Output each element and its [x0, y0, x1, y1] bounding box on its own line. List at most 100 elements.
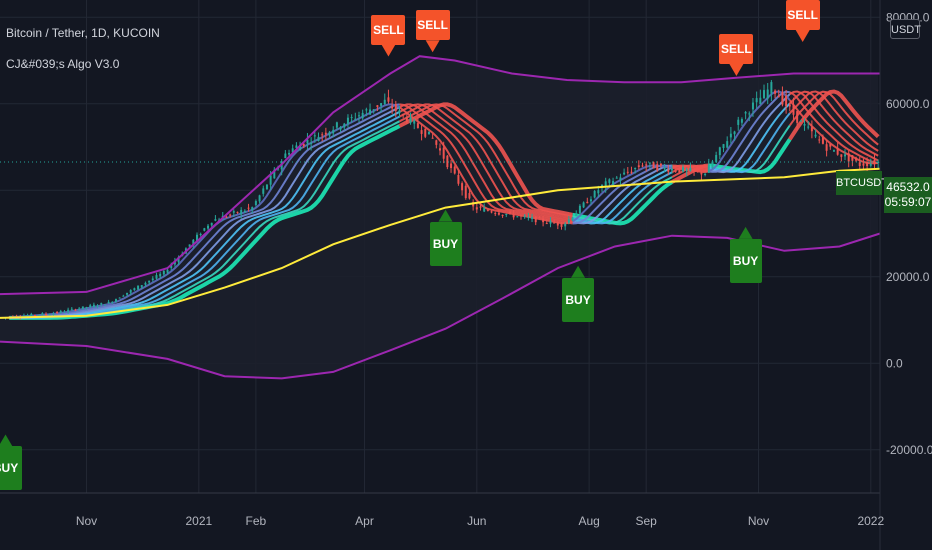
- ribbon-strand: [399, 103, 573, 220]
- candle-body: [862, 163, 865, 166]
- candle-body: [144, 282, 147, 285]
- candle-body: [45, 313, 48, 315]
- candle-body: [744, 112, 747, 114]
- candle-body: [483, 208, 486, 212]
- ribbon-strand: [572, 164, 673, 225]
- sell-arrow: [729, 64, 744, 77]
- candle-body: [733, 131, 736, 135]
- buy-arrow: [738, 226, 753, 239]
- ribbon-strand: [9, 103, 400, 319]
- candle-body: [56, 312, 59, 314]
- candle-body: [424, 128, 427, 137]
- ribbon-strand: [399, 103, 573, 218]
- candle-body: [634, 168, 637, 170]
- candle-body: [799, 120, 802, 122]
- candle-body: [273, 169, 276, 179]
- candle-body: [439, 148, 441, 151]
- candle-body: [346, 117, 349, 124]
- candle-body: [497, 212, 500, 215]
- candle-body: [310, 143, 313, 145]
- candle-body: [461, 183, 464, 191]
- candle-body: [770, 82, 773, 94]
- candle-body: [265, 184, 268, 190]
- candle-body: [545, 223, 548, 225]
- candle-body: [321, 134, 324, 136]
- candle-body: [682, 167, 685, 172]
- candle-body: [247, 207, 250, 209]
- candle-body: [792, 105, 795, 115]
- currency-unit-button[interactable]: USDT: [890, 19, 921, 39]
- candle-body: [313, 135, 316, 137]
- candle-body: [52, 313, 55, 315]
- candle-body: [759, 97, 762, 105]
- candle-body: [159, 273, 162, 277]
- candle-body: [431, 137, 434, 139]
- ribbon-strand: [572, 166, 673, 225]
- candle-body: [376, 105, 379, 107]
- candle-body: [832, 150, 835, 152]
- candle-body: [818, 139, 821, 141]
- candle-body: [501, 214, 504, 216]
- candle-body: [612, 181, 615, 186]
- candle-body: [777, 95, 780, 98]
- candle-body: [232, 211, 235, 213]
- ribbon-strand: [399, 103, 573, 225]
- candle-body: [781, 92, 784, 105]
- candle-body: [111, 301, 114, 303]
- candle-body: [372, 109, 375, 111]
- candle-body: [615, 177, 618, 179]
- candle-body: [405, 116, 408, 123]
- candle-body: [715, 155, 718, 162]
- candle-body: [100, 303, 103, 305]
- candle-body: [85, 307, 88, 309]
- x-tick-label: Jun: [467, 514, 486, 528]
- candle-body: [707, 164, 710, 173]
- candle-body: [549, 220, 552, 224]
- candle-body: [877, 161, 880, 163]
- candle-body: [623, 172, 626, 175]
- candle-body: [26, 315, 29, 317]
- candle-body: [814, 134, 817, 137]
- candle-body: [578, 205, 581, 214]
- candle-body: [210, 222, 213, 226]
- candle-body: [166, 269, 169, 273]
- candle-body: [295, 145, 298, 148]
- sell-signal: SELL: [371, 14, 406, 45]
- candle-body: [262, 188, 265, 194]
- buy-signal: BUY: [429, 221, 462, 266]
- ribbon-strand: [9, 103, 400, 319]
- candle-body: [89, 305, 92, 308]
- candle-body: [214, 219, 217, 221]
- candle-body: [597, 190, 600, 194]
- candle-body: [236, 211, 239, 213]
- candle-body: [118, 297, 121, 299]
- x-tick-label: Nov: [748, 514, 769, 528]
- candle-body: [593, 190, 596, 198]
- candle-body: [523, 215, 526, 217]
- candle-body: [343, 123, 346, 128]
- candle-body: [810, 127, 813, 132]
- ribbon-strand: [708, 102, 791, 173]
- x-tick-label: Feb: [246, 514, 267, 528]
- candle-body: [766, 89, 769, 99]
- sell-arrow: [381, 44, 396, 57]
- ribbon-strand: [708, 138, 792, 175]
- last-price-value: 46532.0: [886, 180, 930, 194]
- candle-body: [674, 170, 677, 172]
- candle-body: [825, 144, 828, 151]
- candle-body: [490, 211, 493, 213]
- candle-body: [254, 201, 257, 206]
- candle-body: [457, 174, 460, 184]
- candle-body: [74, 309, 77, 311]
- candle-body: [251, 207, 254, 210]
- candle-body: [114, 299, 117, 302]
- candle-body: [567, 219, 570, 223]
- candle-body: [564, 223, 567, 227]
- candle-body: [380, 103, 383, 106]
- candle-body: [335, 122, 338, 128]
- candle-body: [740, 119, 743, 123]
- candle-body: [177, 256, 180, 263]
- candle-body: [63, 311, 66, 313]
- candle-body: [291, 148, 294, 153]
